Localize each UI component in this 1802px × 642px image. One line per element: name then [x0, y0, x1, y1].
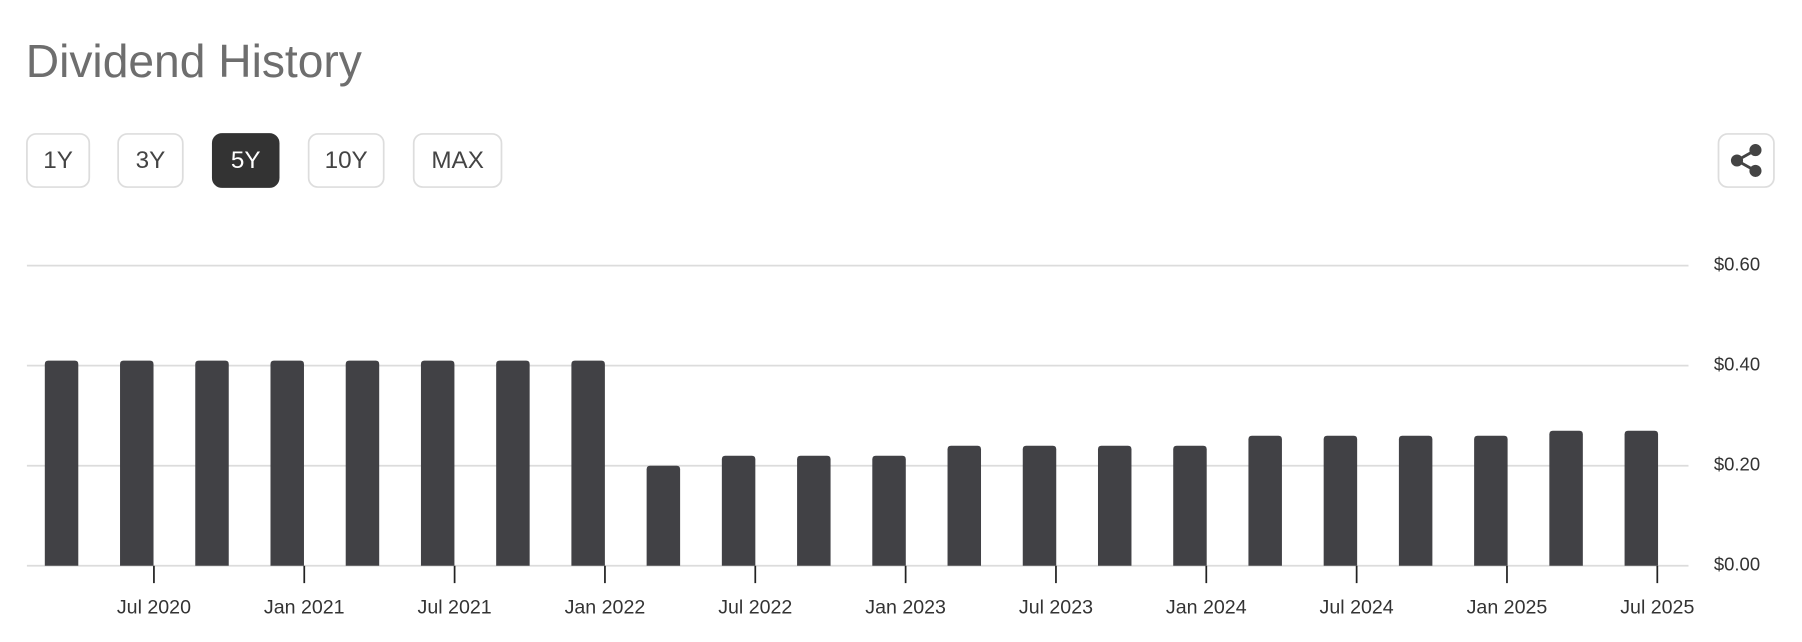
bar	[721, 455, 756, 566]
bar	[1248, 435, 1282, 566]
y-tick-label: $0.20	[1714, 454, 1760, 475]
x-tick-label: Jul 2020	[117, 597, 191, 619]
x-tick-label: Jan 2023	[865, 597, 946, 619]
title: Dividend History	[26, 35, 362, 87]
x-tick-label: Jan 2025	[1467, 597, 1548, 619]
button-label: 3Y	[136, 147, 166, 174]
bar	[947, 445, 982, 566]
bar	[44, 360, 79, 566]
bar	[1549, 430, 1583, 566]
bar	[1173, 445, 1207, 566]
range-button[interactable]: 3Y	[117, 133, 184, 188]
button-label: MAX	[431, 147, 484, 174]
x-tick-label: Jul 2022	[718, 597, 792, 619]
button-label: 1Y	[43, 147, 73, 174]
share-icon	[1730, 144, 1762, 177]
bar	[1398, 435, 1433, 566]
bar	[345, 360, 380, 566]
button-frame	[307, 133, 385, 188]
y-tick-label: $0.00	[1714, 554, 1760, 575]
button-frame	[211, 133, 280, 188]
button-frame	[412, 133, 503, 188]
bar	[571, 360, 605, 566]
x-tick-label: Jan 2021	[264, 597, 345, 619]
bar	[646, 465, 681, 566]
y-tick-label: $0.40	[1714, 354, 1760, 375]
button-frame	[117, 133, 184, 188]
x-tick-label: Jan 2022	[565, 597, 646, 619]
bar	[872, 455, 906, 566]
bar	[270, 360, 304, 566]
share-button[interactable]	[1717, 133, 1775, 188]
x-tick-label: Jul 2024	[1320, 597, 1394, 619]
button-label: 10Y	[325, 147, 368, 174]
bar	[195, 360, 229, 566]
range-button[interactable]: 1Y	[26, 133, 91, 188]
bar	[420, 360, 455, 566]
bar	[496, 360, 530, 566]
bar	[1323, 435, 1358, 566]
bar	[797, 455, 831, 566]
x-tick-label: Jul 2023	[1019, 597, 1093, 619]
bar	[1097, 445, 1132, 566]
bar	[1022, 445, 1057, 566]
range-button[interactable]: MAX	[412, 133, 503, 188]
bar	[1474, 435, 1508, 566]
range-button[interactable]: 5Y	[211, 133, 280, 188]
button-frame	[26, 133, 91, 188]
x-tick-label: Jul 2021	[418, 597, 492, 619]
share-frame	[1717, 133, 1775, 188]
x-tick-label: Jul 2025	[1620, 597, 1694, 619]
range-button[interactable]: 10Y	[307, 133, 385, 188]
x-tick-label: Jan 2024	[1166, 597, 1247, 619]
bar	[1624, 430, 1659, 566]
bar	[120, 360, 154, 566]
button-label: 5Y	[231, 147, 261, 174]
y-tick-label: $0.60	[1714, 253, 1760, 274]
